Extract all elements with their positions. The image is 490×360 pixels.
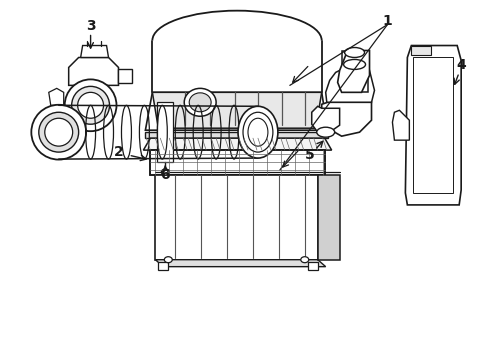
Ellipse shape (343, 59, 366, 69)
Polygon shape (338, 50, 369, 92)
Polygon shape (155, 260, 326, 267)
Ellipse shape (317, 127, 335, 137)
Ellipse shape (31, 105, 86, 159)
Ellipse shape (72, 86, 110, 124)
Ellipse shape (39, 112, 78, 152)
Polygon shape (81, 45, 108, 58)
Polygon shape (392, 110, 409, 140)
Ellipse shape (189, 93, 211, 112)
Polygon shape (312, 106, 340, 132)
Ellipse shape (184, 88, 216, 116)
Text: 5: 5 (305, 148, 315, 162)
Polygon shape (412, 45, 431, 55)
Polygon shape (146, 132, 328, 138)
Ellipse shape (77, 92, 103, 118)
Polygon shape (158, 262, 168, 270)
Ellipse shape (344, 48, 365, 58)
Ellipse shape (238, 106, 278, 158)
Polygon shape (152, 92, 322, 128)
Polygon shape (342, 50, 368, 92)
Polygon shape (342, 50, 368, 71)
Ellipse shape (45, 118, 73, 146)
Text: 1: 1 (383, 14, 392, 28)
Text: 4: 4 (456, 58, 466, 72)
Text: 2: 2 (114, 145, 123, 159)
Polygon shape (308, 262, 318, 270)
Polygon shape (146, 92, 328, 130)
Polygon shape (318, 175, 340, 260)
Text: 3: 3 (86, 19, 96, 33)
Polygon shape (150, 150, 325, 175)
Ellipse shape (161, 169, 169, 175)
Polygon shape (69, 58, 119, 85)
Polygon shape (49, 88, 64, 105)
Polygon shape (322, 102, 371, 136)
Ellipse shape (164, 257, 172, 263)
Text: 6: 6 (161, 168, 170, 182)
Ellipse shape (65, 80, 117, 131)
Polygon shape (144, 138, 332, 150)
Polygon shape (326, 71, 374, 122)
Polygon shape (155, 175, 318, 260)
Polygon shape (157, 102, 173, 162)
Polygon shape (119, 69, 132, 84)
Ellipse shape (301, 257, 309, 263)
Polygon shape (405, 45, 461, 205)
